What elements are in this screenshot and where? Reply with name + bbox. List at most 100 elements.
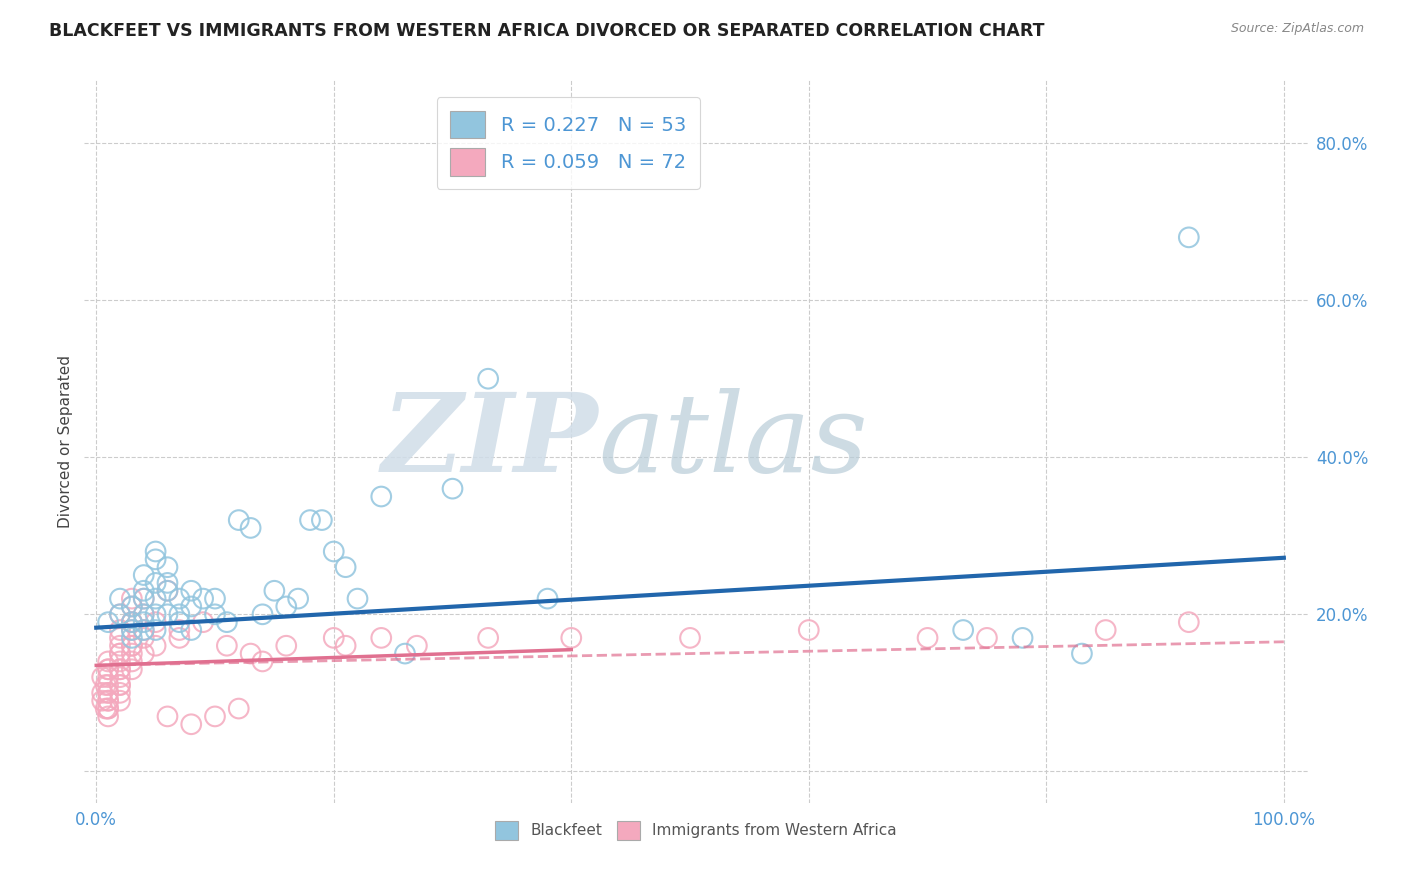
Point — [121, 623, 143, 637]
Point — [108, 662, 131, 676]
Point — [169, 607, 191, 622]
Point — [1011, 631, 1033, 645]
Point — [132, 647, 155, 661]
Point — [406, 639, 429, 653]
Point — [121, 639, 143, 653]
Point — [97, 615, 120, 630]
Point — [180, 623, 202, 637]
Point — [108, 623, 131, 637]
Point — [204, 709, 226, 723]
Point — [97, 701, 120, 715]
Point — [441, 482, 464, 496]
Point — [145, 544, 167, 558]
Point — [679, 631, 702, 645]
Point — [108, 607, 131, 622]
Point — [108, 662, 131, 676]
Point — [145, 607, 167, 622]
Point — [94, 701, 117, 715]
Point — [204, 607, 226, 622]
Point — [191, 615, 214, 630]
Point — [477, 372, 499, 386]
Point — [132, 607, 155, 622]
Point — [145, 623, 167, 637]
Point — [121, 655, 143, 669]
Point — [121, 615, 143, 630]
Point — [180, 599, 202, 614]
Point — [121, 647, 143, 661]
Point — [156, 583, 179, 598]
Point — [335, 560, 357, 574]
Point — [94, 678, 117, 692]
Point — [132, 615, 155, 630]
Point — [287, 591, 309, 606]
Point — [108, 607, 131, 622]
Point — [180, 717, 202, 731]
Point — [156, 709, 179, 723]
Point — [121, 615, 143, 630]
Point — [1178, 230, 1201, 244]
Point — [560, 631, 582, 645]
Point — [108, 655, 131, 669]
Legend: Blackfeet, Immigrants from Western Africa: Blackfeet, Immigrants from Western Afric… — [489, 815, 903, 846]
Point — [191, 591, 214, 606]
Point — [132, 607, 155, 622]
Point — [156, 575, 179, 590]
Point — [132, 568, 155, 582]
Point — [108, 647, 131, 661]
Point — [180, 583, 202, 598]
Point — [97, 655, 120, 669]
Point — [108, 647, 131, 661]
Point — [121, 639, 143, 653]
Point — [322, 631, 344, 645]
Point — [108, 686, 131, 700]
Point — [917, 631, 939, 645]
Point — [132, 631, 155, 645]
Point — [108, 678, 131, 692]
Point — [97, 701, 120, 715]
Point — [156, 607, 179, 622]
Point — [121, 615, 143, 630]
Point — [335, 639, 357, 653]
Point — [952, 623, 974, 637]
Point — [132, 591, 155, 606]
Point — [121, 599, 143, 614]
Point — [121, 662, 143, 676]
Point — [145, 615, 167, 630]
Y-axis label: Divorced or Separated: Divorced or Separated — [58, 355, 73, 528]
Point — [252, 607, 274, 622]
Point — [108, 631, 131, 645]
Point — [215, 615, 238, 630]
Point — [97, 694, 120, 708]
Point — [132, 591, 155, 606]
Point — [976, 631, 998, 645]
Point — [311, 513, 333, 527]
Point — [276, 599, 298, 614]
Point — [169, 623, 191, 637]
Point — [477, 631, 499, 645]
Point — [108, 639, 131, 653]
Point — [228, 513, 250, 527]
Point — [394, 647, 416, 661]
Point — [121, 599, 143, 614]
Point — [169, 591, 191, 606]
Point — [97, 686, 120, 700]
Text: atlas: atlas — [598, 388, 868, 495]
Point — [252, 655, 274, 669]
Point — [108, 678, 131, 692]
Point — [263, 583, 285, 598]
Point — [97, 662, 120, 676]
Point — [97, 662, 120, 676]
Point — [169, 631, 191, 645]
Point — [156, 583, 179, 598]
Point — [145, 591, 167, 606]
Point — [228, 701, 250, 715]
Text: ZIP: ZIP — [381, 388, 598, 495]
Point — [97, 709, 120, 723]
Point — [91, 694, 114, 708]
Point — [121, 591, 143, 606]
Point — [121, 631, 143, 645]
Point — [91, 670, 114, 684]
Point — [145, 639, 167, 653]
Point — [346, 591, 368, 606]
Point — [239, 521, 262, 535]
